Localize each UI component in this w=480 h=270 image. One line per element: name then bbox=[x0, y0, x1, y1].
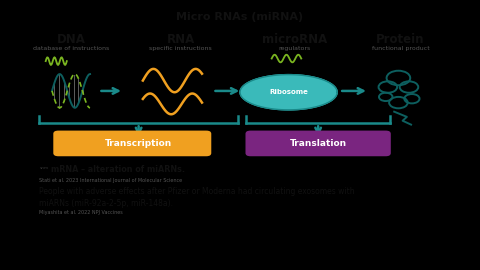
Text: Ribosome: Ribosome bbox=[269, 89, 308, 95]
Text: regulators: regulators bbox=[279, 46, 311, 50]
Text: microRNA: microRNA bbox=[262, 33, 327, 46]
Text: miARNs (miR-92a-2-5p, miR-148a).: miARNs (miR-92a-2-5p, miR-148a). bbox=[39, 198, 173, 208]
Text: DNA: DNA bbox=[57, 33, 85, 46]
Text: database of instructions: database of instructions bbox=[33, 46, 109, 50]
Text: mRNA – alteration of miARNs.: mRNA – alteration of miARNs. bbox=[51, 165, 185, 174]
Text: RNA: RNA bbox=[167, 33, 195, 46]
Text: People with adverse effects after Pfizer or Moderna had circulating exosomes wit: People with adverse effects after Pfizer… bbox=[39, 187, 355, 196]
FancyBboxPatch shape bbox=[245, 131, 391, 156]
Text: Stati et al. 2023 International Journal of Molecular Science: Stati et al. 2023 International Journal … bbox=[39, 178, 182, 183]
Text: specific instructions: specific instructions bbox=[149, 46, 212, 50]
Text: Protein: Protein bbox=[376, 33, 425, 46]
FancyBboxPatch shape bbox=[53, 131, 211, 156]
Text: Translation: Translation bbox=[289, 139, 347, 148]
Text: functional product: functional product bbox=[372, 46, 430, 50]
Text: snm: snm bbox=[39, 166, 48, 170]
Text: Transcription: Transcription bbox=[105, 139, 172, 148]
Polygon shape bbox=[240, 75, 337, 110]
Text: Micro RNAs (miRNA): Micro RNAs (miRNA) bbox=[177, 12, 303, 22]
Text: Miyashita et al. 2022 NPJ Vaccines: Miyashita et al. 2022 NPJ Vaccines bbox=[39, 210, 123, 215]
